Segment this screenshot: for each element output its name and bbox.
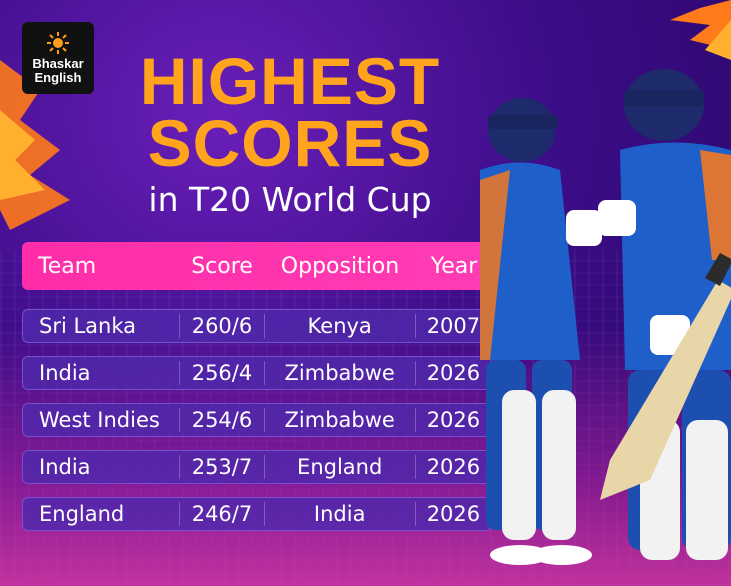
header-team: Team — [38, 253, 97, 279]
brand-line-1: Bhaskar — [32, 55, 84, 71]
right-player — [598, 69, 731, 560]
brand-line-2: English — [34, 69, 82, 85]
cell-year: 2026 — [414, 408, 491, 432]
table-row: India 253/7 England 2026 — [22, 450, 492, 484]
table-row: West Indies 254/6 Zimbabwe 2026 — [22, 403, 492, 437]
cell-score: 253/7 — [179, 455, 263, 479]
cell-team: India — [39, 361, 91, 385]
table-row: Sri Lanka 260/6 Kenya 2007 — [22, 309, 492, 343]
cell-team: India — [39, 455, 91, 479]
scores-table: Team Score Opposition Year Sri Lanka 260… — [22, 242, 492, 531]
cell-team: Sri Lanka — [39, 314, 137, 338]
cell-opposition: Zimbabwe — [263, 408, 415, 432]
flame-right-decoration — [670, 0, 731, 60]
title-line-2: SCORES — [147, 106, 433, 180]
cell-opposition: Zimbabwe — [263, 361, 415, 385]
brand-logo[interactable]: Bhaskar English — [22, 22, 94, 94]
cell-year: 2026 — [414, 455, 491, 479]
header-score: Score — [191, 253, 253, 279]
title-line-1: HIGHEST — [139, 44, 441, 118]
table-row: India 256/4 Zimbabwe 2026 — [22, 356, 492, 390]
cell-year: 2026 — [414, 502, 491, 526]
cell-year: 2026 — [414, 361, 491, 385]
left-player — [480, 98, 602, 565]
flame-left-decoration — [0, 60, 70, 230]
players-photo — [480, 69, 731, 565]
cell-score: 246/7 — [179, 502, 263, 526]
cell-team: England — [39, 502, 125, 526]
cell-opposition: India — [263, 502, 415, 526]
table-header: Team Score Opposition Year — [22, 242, 492, 290]
sun-icon — [47, 31, 69, 54]
subtitle: in T20 World Cup — [148, 180, 432, 219]
cell-team: West Indies — [39, 408, 160, 432]
cell-opposition: England — [263, 455, 415, 479]
header-opposition: Opposition — [280, 253, 400, 279]
header-year: Year — [430, 253, 478, 279]
cell-score: 256/4 — [179, 361, 263, 385]
cell-year: 2007 — [414, 314, 491, 338]
cell-opposition: Kenya — [263, 314, 415, 338]
table-row: England 246/7 India 2026 — [22, 497, 492, 531]
cell-score: 254/6 — [179, 408, 263, 432]
cell-score: 260/6 — [179, 314, 263, 338]
